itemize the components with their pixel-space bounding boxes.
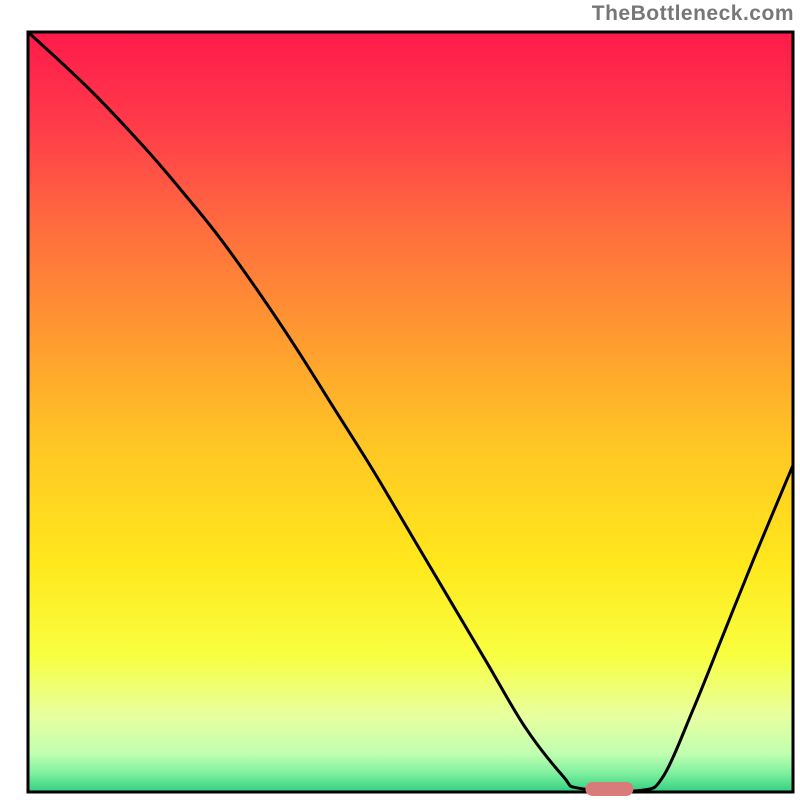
optimal-marker	[585, 782, 633, 796]
bottleneck-chart	[0, 0, 800, 800]
